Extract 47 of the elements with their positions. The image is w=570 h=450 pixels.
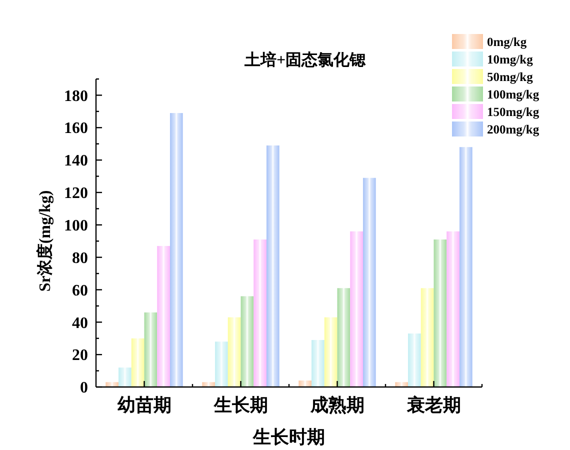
bar <box>118 368 132 387</box>
y-tick-label: 160 <box>64 120 88 138</box>
y-tick-label: 100 <box>64 217 88 234</box>
bar <box>298 380 312 387</box>
bar <box>157 246 170 387</box>
x-tick-label: 幼苗期 <box>117 395 172 415</box>
y-tick-label: 20 <box>72 347 88 364</box>
bar <box>312 340 324 387</box>
legend-label: 200mg/kg <box>487 122 540 136</box>
y-tick-label: 120 <box>64 185 88 202</box>
bar <box>446 231 460 387</box>
bar <box>266 145 280 387</box>
bar <box>215 342 228 387</box>
x-axis-title: 生长时期 <box>252 427 325 447</box>
legend-label: 150mg/kg <box>487 104 540 119</box>
y-axis-title: Sr浓度(mg/kg) <box>35 190 54 292</box>
y-tick-label: 180 <box>64 88 88 105</box>
bar <box>170 113 183 387</box>
bar <box>144 312 158 387</box>
y-tick-label: 0 <box>80 380 88 397</box>
x-tick-label: 衰老期 <box>406 395 461 415</box>
y-tick-label: 80 <box>72 250 88 267</box>
legend-label: 50mg/kg <box>487 70 534 84</box>
bar <box>324 317 338 387</box>
bar <box>459 147 472 387</box>
bar <box>106 382 119 387</box>
bar <box>337 288 350 387</box>
legend-label: 10mg/kg <box>487 52 534 66</box>
bar <box>434 239 447 387</box>
y-tick-label: 140 <box>64 152 88 170</box>
legend-label: 0mg/kg <box>487 34 528 49</box>
bar <box>228 317 241 387</box>
legend-label: 100mg/kg <box>487 87 540 102</box>
x-tick-label: 生长期 <box>212 395 268 415</box>
bar <box>362 178 376 387</box>
bar <box>395 382 408 387</box>
y-tick-label: 40 <box>72 314 88 332</box>
bar <box>240 296 254 387</box>
bar <box>202 382 216 387</box>
bar <box>420 288 434 387</box>
bar <box>254 239 266 387</box>
bar <box>131 338 144 387</box>
bar <box>408 334 421 387</box>
bar <box>350 231 363 387</box>
x-tick-label: 成熟期 <box>309 395 364 415</box>
chart-title: 土培+固态氯化锶 <box>243 51 367 69</box>
y-tick-label: 60 <box>72 282 88 300</box>
